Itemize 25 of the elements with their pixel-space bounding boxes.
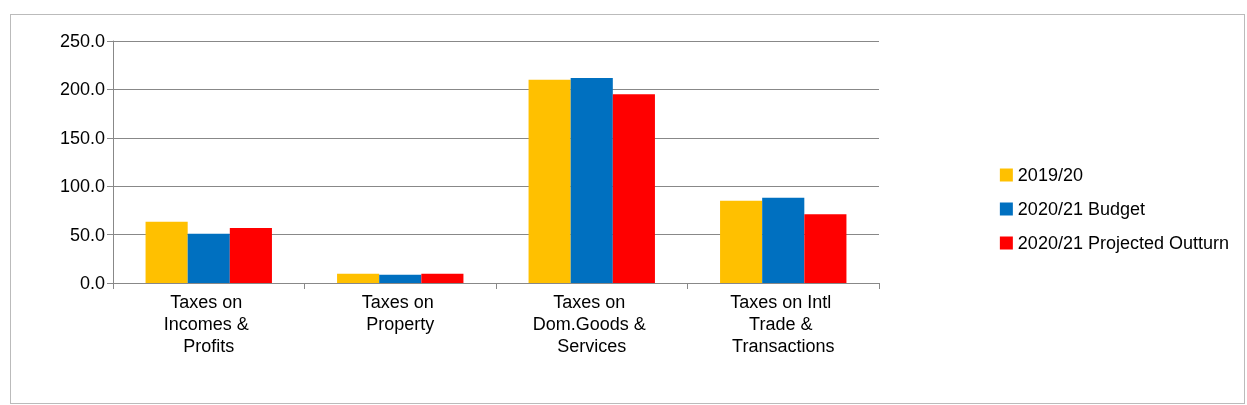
x-tick-label: Taxes on Incomes & Profits (163, 292, 254, 356)
legend-label: 2020/21 Budget (1017, 199, 1145, 219)
bar (720, 200, 763, 283)
legend-label: 2019/20 (1017, 165, 1083, 185)
bar (762, 197, 805, 283)
bar (337, 273, 380, 283)
bar (804, 214, 847, 283)
bar (187, 233, 230, 283)
x-tick-label: Taxes on Dom.Goods & Services (532, 292, 651, 356)
bar (145, 221, 188, 283)
y-tick-label: 0.0 (79, 273, 105, 293)
bar (528, 79, 571, 283)
y-tick-label: 50.0 (69, 224, 105, 245)
bar (612, 94, 655, 283)
y-tick-label: 100.0 (59, 176, 105, 197)
bar (229, 228, 272, 283)
y-tick-label: 150.0 (59, 127, 105, 148)
bar (570, 78, 613, 283)
x-tick-label: Taxes on Property (361, 292, 439, 334)
y-tick-label: 250.0 (59, 31, 105, 51)
x-tick-label: Taxes on Intl Trade & Transactions (730, 292, 837, 356)
bar (379, 274, 422, 283)
y-tick-label: 200.0 (59, 79, 105, 100)
bar (421, 273, 464, 283)
legend-label: 2020/21 Projected Outturn (1017, 233, 1229, 253)
